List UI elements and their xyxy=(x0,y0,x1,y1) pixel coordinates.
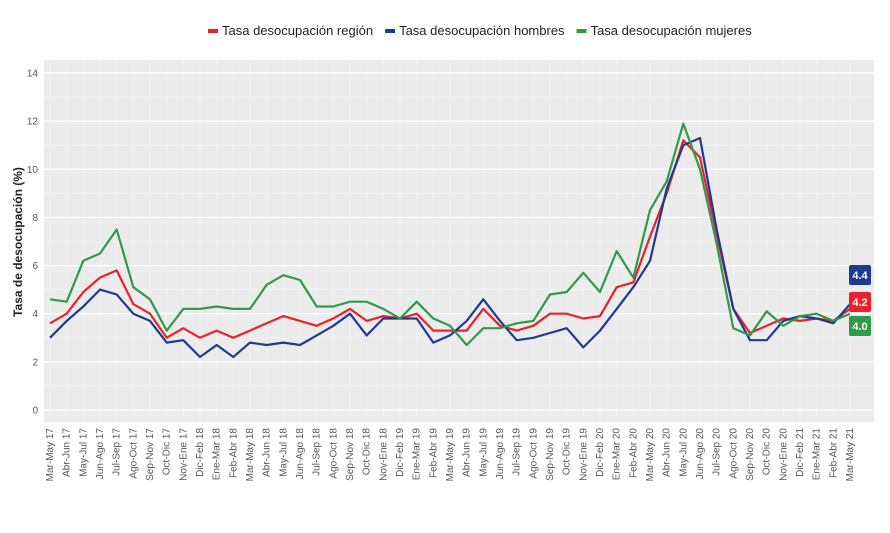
x-axis: Mar-May 17 Abr-Jun 17 May-Jul 17 Jun-Ago 17… xyxy=(45,428,856,482)
x-tick-label: Jul-Sep 17 xyxy=(112,428,123,476)
legend-label: Tasa desocupación mujeres xyxy=(591,23,753,38)
plot-panel xyxy=(44,60,874,422)
x-tick-label: Oct-Dic 20 xyxy=(762,428,773,476)
x-tick-label: Feb-Abr 21 xyxy=(828,428,839,478)
x-tick-label: Ago-Oct 17 xyxy=(128,428,139,479)
x-tick-label: Abr-Jun 19 xyxy=(462,428,473,477)
y-tick-label: 10 xyxy=(27,165,39,176)
x-tick-label: Mar-May 19 xyxy=(445,428,456,482)
end-labels: 4.4 4.2 4.0 xyxy=(849,265,871,336)
x-tick-label: Mar-May 18 xyxy=(245,428,256,482)
x-tick-label: Sep-Nov 20 xyxy=(745,428,756,481)
x-tick-label: Nov-Ene 17 xyxy=(178,428,189,481)
x-tick-label: Abr-Jun 20 xyxy=(662,428,673,477)
x-tick-label: Jul-Sep 20 xyxy=(712,428,723,476)
y-tick-label: 12 xyxy=(27,117,39,128)
series-lines xyxy=(49,122,851,359)
y-tick-label: 2 xyxy=(32,357,38,368)
x-tick-label: Mar-May 21 xyxy=(845,428,856,482)
x-tick-label: Feb-Abr 19 xyxy=(428,428,439,478)
x-tick-label: Nov-Ene 19 xyxy=(578,428,589,481)
x-tick-label: Jun-Ago 20 xyxy=(695,428,706,480)
series-line xyxy=(49,136,851,359)
x-tick-label: Nov-Ene 20 xyxy=(778,428,789,481)
x-tick-label: Ago-Oct 19 xyxy=(528,428,539,479)
x-tick-label: May-Jul 19 xyxy=(478,428,489,477)
x-tick-label: May-Jul 17 xyxy=(78,428,89,477)
x-tick-label: Ago-Oct 18 xyxy=(328,428,339,479)
x-tick-label: May-Jul 20 xyxy=(678,428,689,477)
x-tick-label: Sep-Nov 19 xyxy=(545,428,556,481)
x-tick-label: Ene-Mar 19 xyxy=(412,428,423,481)
x-tick-label: Mar-May 20 xyxy=(645,428,656,482)
legend: Tasa desocupación región Tasa desocupació… xyxy=(208,23,752,38)
end-label-box xyxy=(849,292,871,312)
y-tick-label: 4 xyxy=(32,309,38,320)
legend-label: Tasa desocupación región xyxy=(222,23,373,38)
x-tick-label: Sep-Nov 18 xyxy=(345,428,356,481)
x-tick-label: Feb-Abr 20 xyxy=(628,428,639,478)
x-tick-label: Jun-Ago 17 xyxy=(95,428,106,480)
x-tick-label: Jun-Ago 19 xyxy=(495,428,506,480)
x-tick-label: Ene-Mar 20 xyxy=(612,428,623,481)
x-tick-label: Abr-Jun 17 xyxy=(62,428,73,477)
y-tick-label: 6 xyxy=(32,261,38,272)
y-tick-label: 0 xyxy=(32,406,38,417)
x-tick-label: Abr-Jun 18 xyxy=(262,428,273,477)
x-tick-label: Ene-Mar 18 xyxy=(212,428,223,481)
end-label: 4.4 xyxy=(852,270,868,282)
y-tick-label: 14 xyxy=(27,69,39,80)
x-tick-label: Dic-Feb 18 xyxy=(195,428,206,477)
x-tick-label: Jul-Sep 19 xyxy=(512,428,523,476)
x-tick-label: Jul-Sep 18 xyxy=(312,428,323,476)
end-label: 4.0 xyxy=(852,321,867,333)
x-tick-label: Dic-Feb 20 xyxy=(595,428,606,477)
end-label-box xyxy=(849,265,871,285)
x-tick-label: Feb-Abr 18 xyxy=(228,428,239,478)
x-tick-label: Oct-Dic 19 xyxy=(562,428,573,476)
legend-label: Tasa desocupación hombres xyxy=(399,23,565,38)
x-tick-label: Ago-Oct 20 xyxy=(728,428,739,479)
series-line xyxy=(49,122,851,347)
x-tick-label: Mar-May 17 xyxy=(45,428,56,482)
x-tick-label: Dic-Feb 21 xyxy=(795,428,806,477)
x-tick-label: Jun-Ago 18 xyxy=(295,428,306,480)
y-axis-title: Tasa de desocupación (%) xyxy=(11,167,25,317)
y-tick-label: 8 xyxy=(32,213,38,224)
end-label-box xyxy=(849,316,871,336)
x-tick-label: Dic-Feb 19 xyxy=(395,428,406,477)
x-tick-label: Oct-Dic 17 xyxy=(162,428,173,476)
x-tick-label: Ene-Mar 21 xyxy=(812,428,823,481)
x-tick-label: Oct-Dic 18 xyxy=(362,428,373,476)
x-tick-label: Sep-Nov 17 xyxy=(145,428,156,481)
end-label: 4.2 xyxy=(852,297,867,309)
y-axis: 0 2 4 6 8 10 12 14 xyxy=(27,69,39,417)
x-tick-label: Nov-Ene 18 xyxy=(378,428,389,481)
x-tick-label: May-Jul 18 xyxy=(278,428,289,477)
